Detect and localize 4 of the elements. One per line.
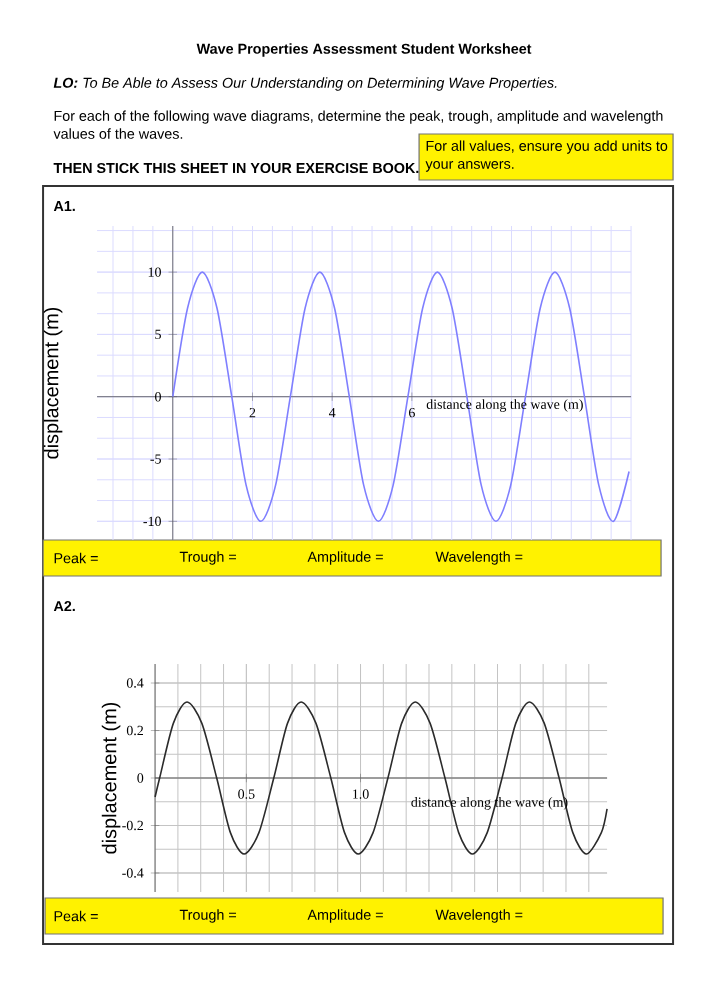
y-axis-title: displacement (m) [44, 307, 63, 459]
line-series [172, 271, 631, 523]
line-series [154, 701, 609, 855]
y-axis-title: displacement (m) [102, 702, 121, 854]
